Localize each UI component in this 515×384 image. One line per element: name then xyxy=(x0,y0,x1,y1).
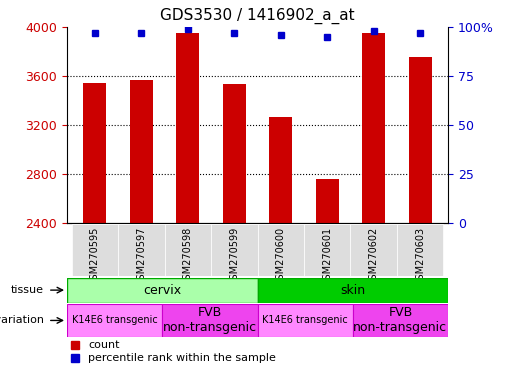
Bar xyxy=(130,79,153,223)
Text: GSM270598: GSM270598 xyxy=(183,227,193,286)
Bar xyxy=(258,224,304,276)
Bar xyxy=(162,304,258,337)
Text: cervix: cervix xyxy=(143,284,181,296)
Bar xyxy=(176,33,199,223)
Bar xyxy=(83,83,107,223)
Text: K14E6 transgenic: K14E6 transgenic xyxy=(72,315,158,326)
Bar xyxy=(397,224,443,276)
Text: tissue: tissue xyxy=(11,285,44,295)
Bar xyxy=(222,84,246,223)
Text: GSM270597: GSM270597 xyxy=(136,227,146,286)
Bar xyxy=(269,118,293,223)
Bar xyxy=(362,33,385,223)
Bar xyxy=(258,304,353,337)
Bar xyxy=(316,179,339,223)
Text: GSM270595: GSM270595 xyxy=(90,227,100,286)
Bar xyxy=(67,278,258,303)
Bar xyxy=(165,224,211,276)
Bar xyxy=(304,224,350,276)
Text: FVB
non-transgenic: FVB non-transgenic xyxy=(163,306,257,334)
Text: GSM270599: GSM270599 xyxy=(229,227,239,286)
Bar xyxy=(408,58,432,223)
Bar xyxy=(67,304,162,337)
Text: percentile rank within the sample: percentile rank within the sample xyxy=(88,353,276,364)
Text: skin: skin xyxy=(340,284,365,296)
Text: GSM270602: GSM270602 xyxy=(369,227,379,286)
Text: FVB
non-transgenic: FVB non-transgenic xyxy=(353,306,448,334)
Bar xyxy=(350,224,397,276)
Bar xyxy=(211,224,258,276)
Text: K14E6 transgenic: K14E6 transgenic xyxy=(262,315,348,326)
Bar xyxy=(353,304,448,337)
Text: count: count xyxy=(88,340,119,350)
Text: GSM270601: GSM270601 xyxy=(322,227,332,286)
Bar xyxy=(258,278,448,303)
Text: GSM270603: GSM270603 xyxy=(415,227,425,286)
Text: GSM270600: GSM270600 xyxy=(276,227,286,286)
Text: genotype/variation: genotype/variation xyxy=(0,315,44,326)
Bar xyxy=(72,224,118,276)
Title: GDS3530 / 1416902_a_at: GDS3530 / 1416902_a_at xyxy=(160,8,355,24)
Bar xyxy=(118,224,165,276)
